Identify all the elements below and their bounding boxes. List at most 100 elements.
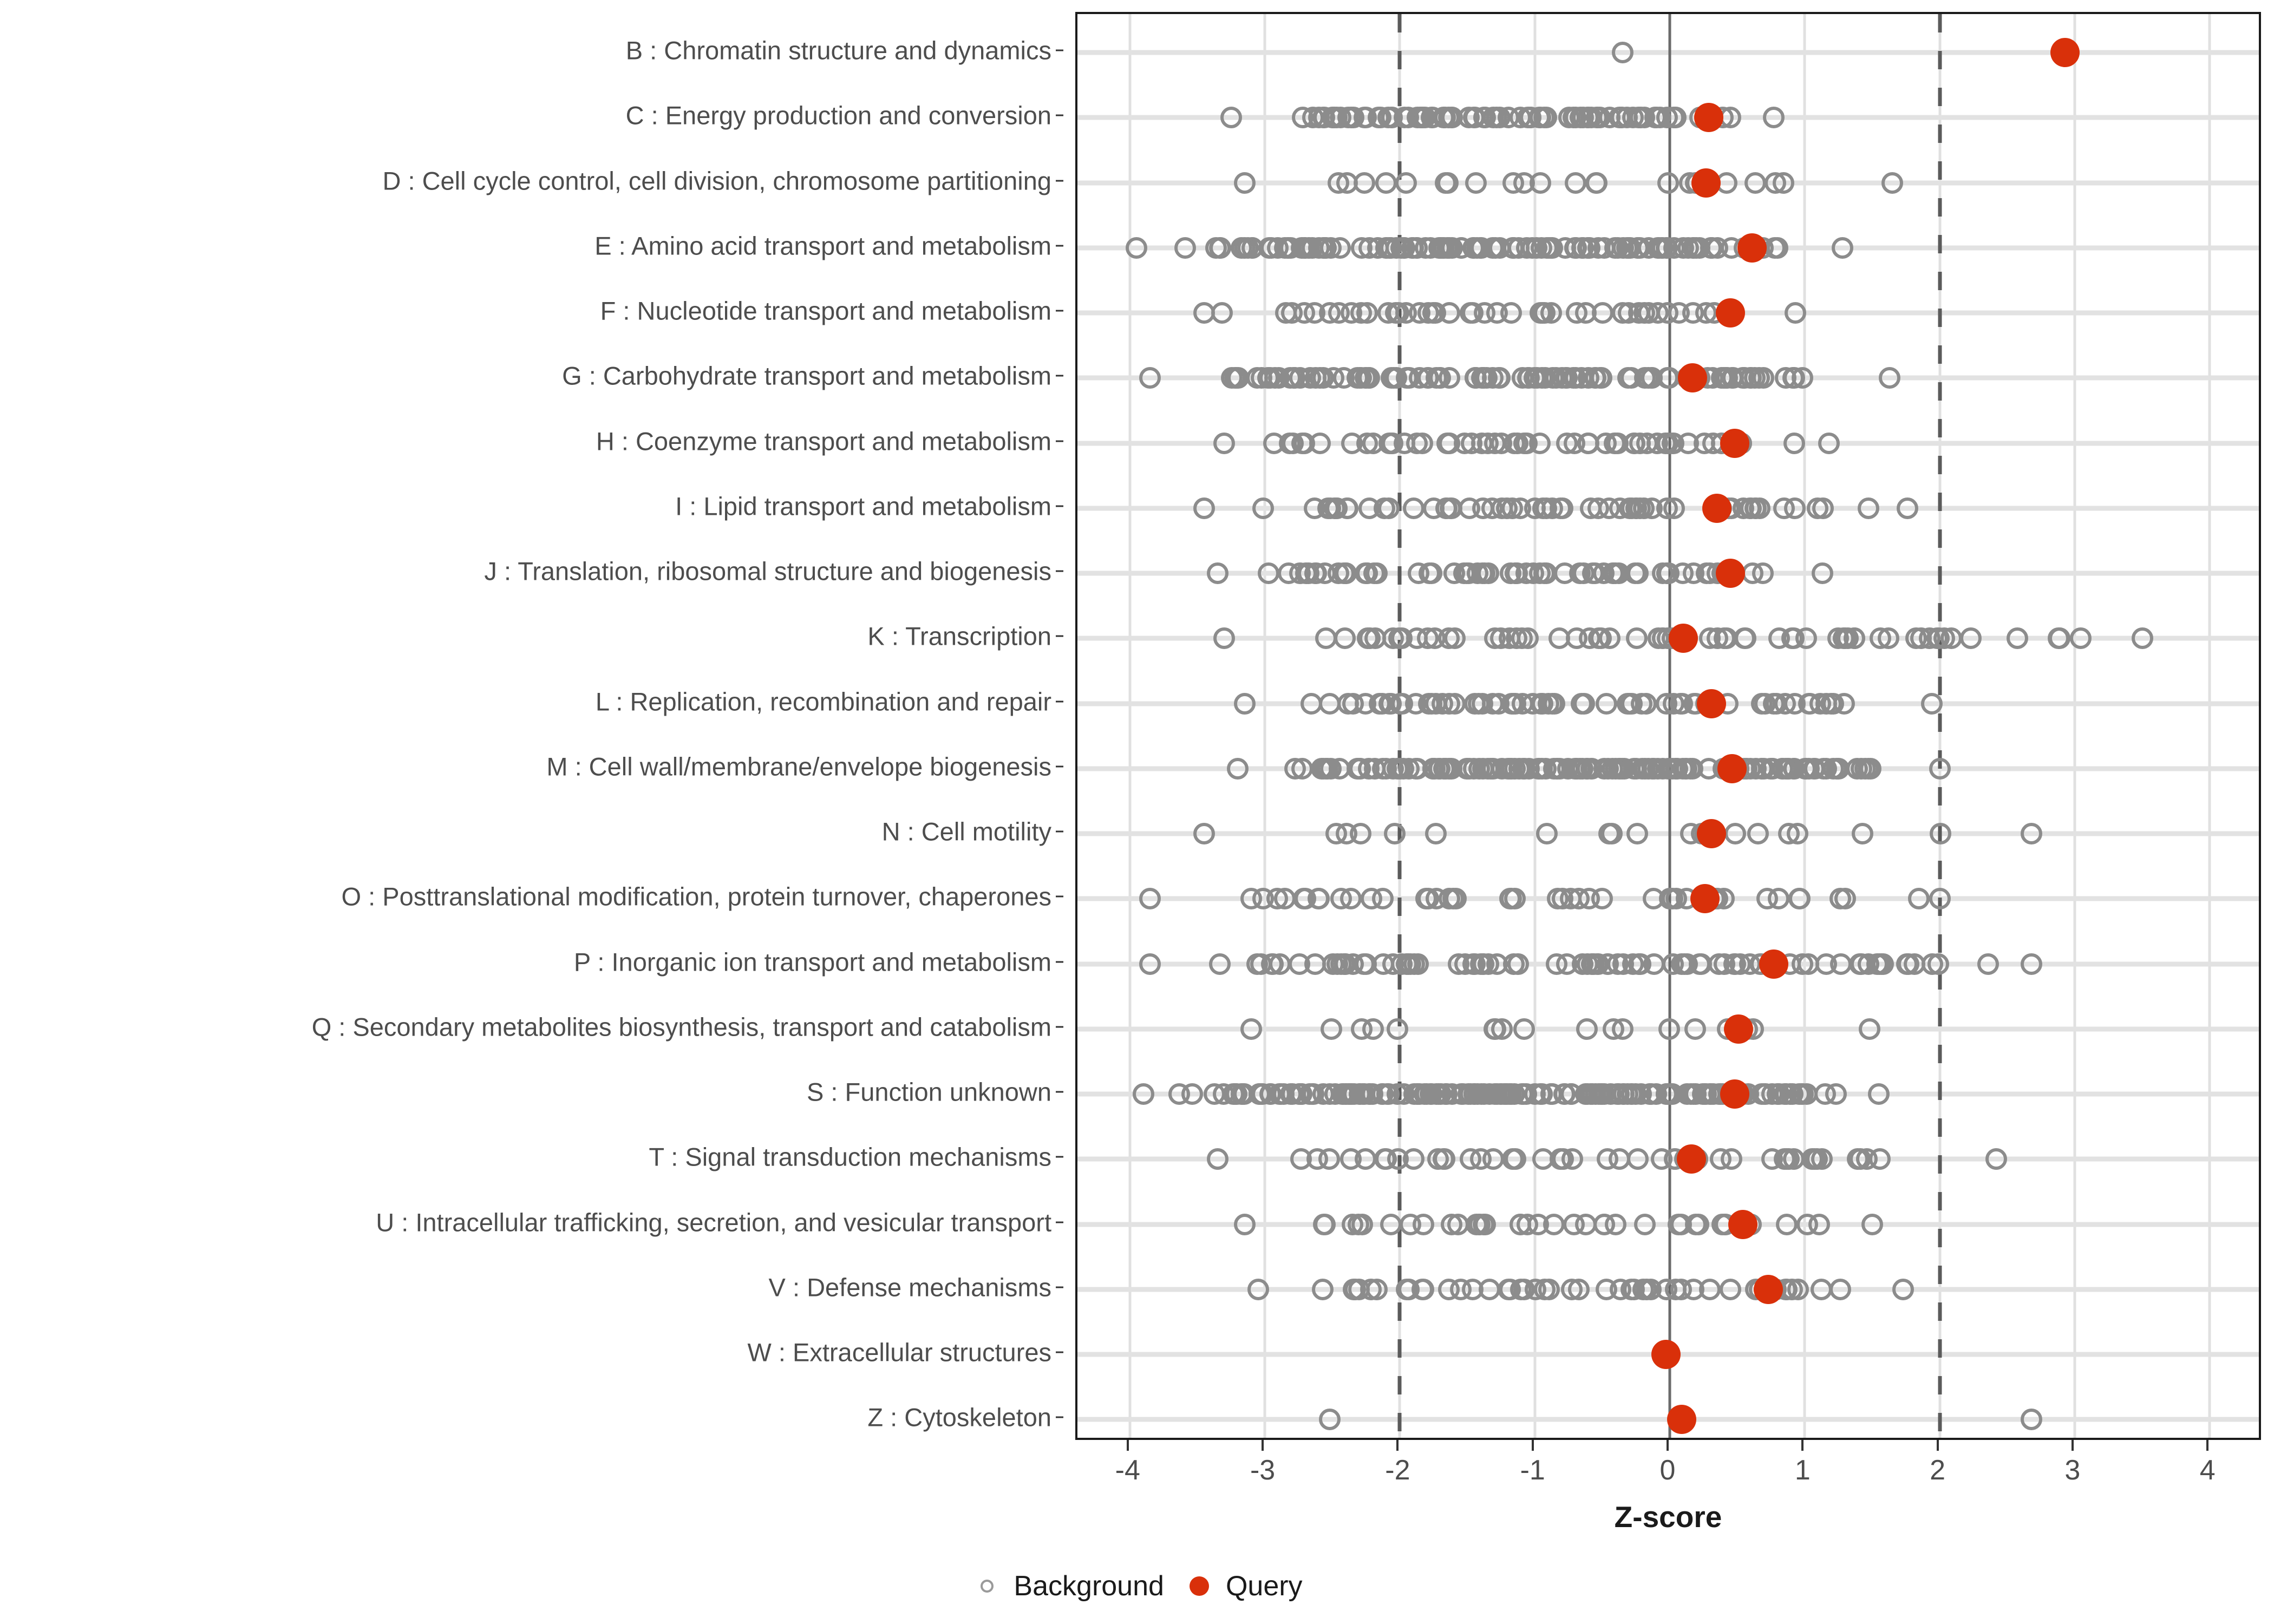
background-point — [1596, 692, 1618, 715]
x-axis-tick-label: -3 — [1250, 1455, 1276, 1486]
background-point — [1424, 823, 1447, 844]
background-point — [1829, 1278, 1852, 1300]
background-point — [1546, 953, 1568, 975]
background-point — [2007, 627, 2029, 650]
background-point — [1132, 1083, 1154, 1105]
background-point — [1465, 172, 1487, 194]
y-axis-tick-label: L : Replication, recombination and repai… — [595, 687, 1051, 716]
query-point[interactable] — [1678, 363, 1708, 393]
query-point[interactable] — [1697, 689, 1727, 718]
background-point — [1577, 1083, 1599, 1105]
background-point — [1420, 562, 1442, 584]
query-point[interactable] — [1697, 819, 1727, 848]
query-point[interactable] — [1728, 1209, 1757, 1239]
query-point[interactable] — [1717, 754, 1747, 783]
background-point — [1439, 432, 1461, 454]
query-point[interactable] — [1690, 884, 1720, 914]
background-point — [1719, 1278, 1741, 1300]
background-point — [1860, 757, 1882, 780]
y-axis-tick-label: G : Carbohydrate transport and metabolis… — [562, 361, 1051, 390]
background-point — [1413, 1083, 1435, 1105]
background-point — [1830, 953, 1852, 975]
background-point — [1744, 497, 1767, 519]
background-point — [1398, 757, 1420, 780]
query-point[interactable] — [1716, 298, 1746, 328]
query-point[interactable] — [2050, 38, 2080, 67]
background-point — [1920, 692, 1943, 715]
background-point — [1193, 302, 1215, 324]
y-axis-tick-mark — [1056, 1416, 1063, 1418]
background-point — [2021, 953, 2043, 975]
background-point — [1570, 692, 1592, 715]
y-axis-tick-mark — [1056, 700, 1063, 702]
query-point[interactable] — [1702, 493, 1732, 523]
query-point[interactable] — [1720, 1079, 1749, 1109]
background-point — [1240, 888, 1263, 910]
background-point — [1929, 888, 1951, 910]
query-point[interactable] — [1651, 1340, 1681, 1369]
legend-item-background[interactable]: Background — [971, 1570, 1164, 1602]
background-point — [1540, 302, 1563, 324]
background-point — [1193, 497, 1215, 519]
background-point — [1825, 1083, 1847, 1105]
background-point — [1227, 757, 1249, 780]
legend-item-query[interactable]: Query — [1184, 1570, 1303, 1602]
y-axis-tick-label: N : Cell motility — [881, 817, 1051, 846]
background-point — [1810, 1278, 1832, 1300]
y-axis-tick-mark — [1056, 375, 1063, 377]
query-point[interactable] — [1694, 103, 1724, 133]
query-point[interactable] — [1720, 428, 1749, 458]
background-point — [1355, 107, 1377, 129]
background-point — [1847, 1148, 1869, 1170]
y-axis-tick-label: P : Inorganic ion transport and metaboli… — [573, 947, 1051, 976]
query-point[interactable] — [1759, 949, 1788, 979]
query-point[interactable] — [1737, 233, 1767, 263]
y-axis-tick-label: I : Lipid transport and metabolism — [675, 492, 1051, 521]
filled-circle-icon — [1184, 1570, 1215, 1602]
query-point[interactable] — [1724, 1014, 1754, 1044]
background-point — [1739, 367, 1761, 389]
background-point — [1566, 627, 1588, 650]
background-point — [2021, 823, 2043, 844]
background-point — [1417, 888, 1440, 910]
background-point — [1607, 432, 1629, 454]
background-point — [1257, 562, 1279, 584]
y-gridline — [1077, 50, 2259, 55]
x-axis-title: Z-score — [1614, 1500, 1722, 1534]
background-point — [1240, 1018, 1263, 1040]
query-point[interactable] — [1716, 559, 1746, 588]
x-axis-tick-mark — [1667, 1440, 1669, 1451]
background-point — [1329, 107, 1351, 129]
background-point — [1564, 172, 1586, 194]
x-gridline — [2208, 14, 2211, 1438]
background-point — [1358, 367, 1380, 389]
background-point — [1623, 757, 1645, 780]
background-point — [1139, 888, 1161, 910]
background-point — [1551, 367, 1573, 389]
query-point[interactable] — [1667, 1405, 1697, 1435]
background-point — [1350, 237, 1373, 259]
query-point[interactable] — [1676, 1144, 1706, 1174]
background-point — [1756, 888, 1778, 910]
background-point — [1373, 497, 1395, 519]
background-point — [1531, 237, 1553, 259]
background-point — [1684, 1018, 1707, 1040]
query-point[interactable] — [1753, 1274, 1783, 1304]
plot-panel — [1075, 12, 2261, 1440]
background-point — [1620, 1278, 1642, 1300]
background-point — [1635, 692, 1657, 715]
x-axis: -4 -3 -2 -1 0 1 2 3 4 — [1075, 1440, 2261, 1505]
background-point — [1822, 757, 1844, 780]
background-point — [1640, 1083, 1662, 1105]
background-point — [1206, 1148, 1229, 1170]
background-point — [1611, 42, 1633, 63]
x-axis-tick-label: -2 — [1385, 1455, 1410, 1486]
background-point — [1482, 367, 1504, 389]
background-point — [1280, 302, 1303, 324]
query-point[interactable] — [1691, 168, 1721, 198]
y-axis-tick-label: H : Coenzyme transport and metabolism — [596, 427, 1051, 455]
background-point — [1627, 1148, 1649, 1170]
query-point[interactable] — [1668, 624, 1698, 653]
background-point — [1410, 107, 1433, 129]
background-point — [1977, 953, 1999, 975]
